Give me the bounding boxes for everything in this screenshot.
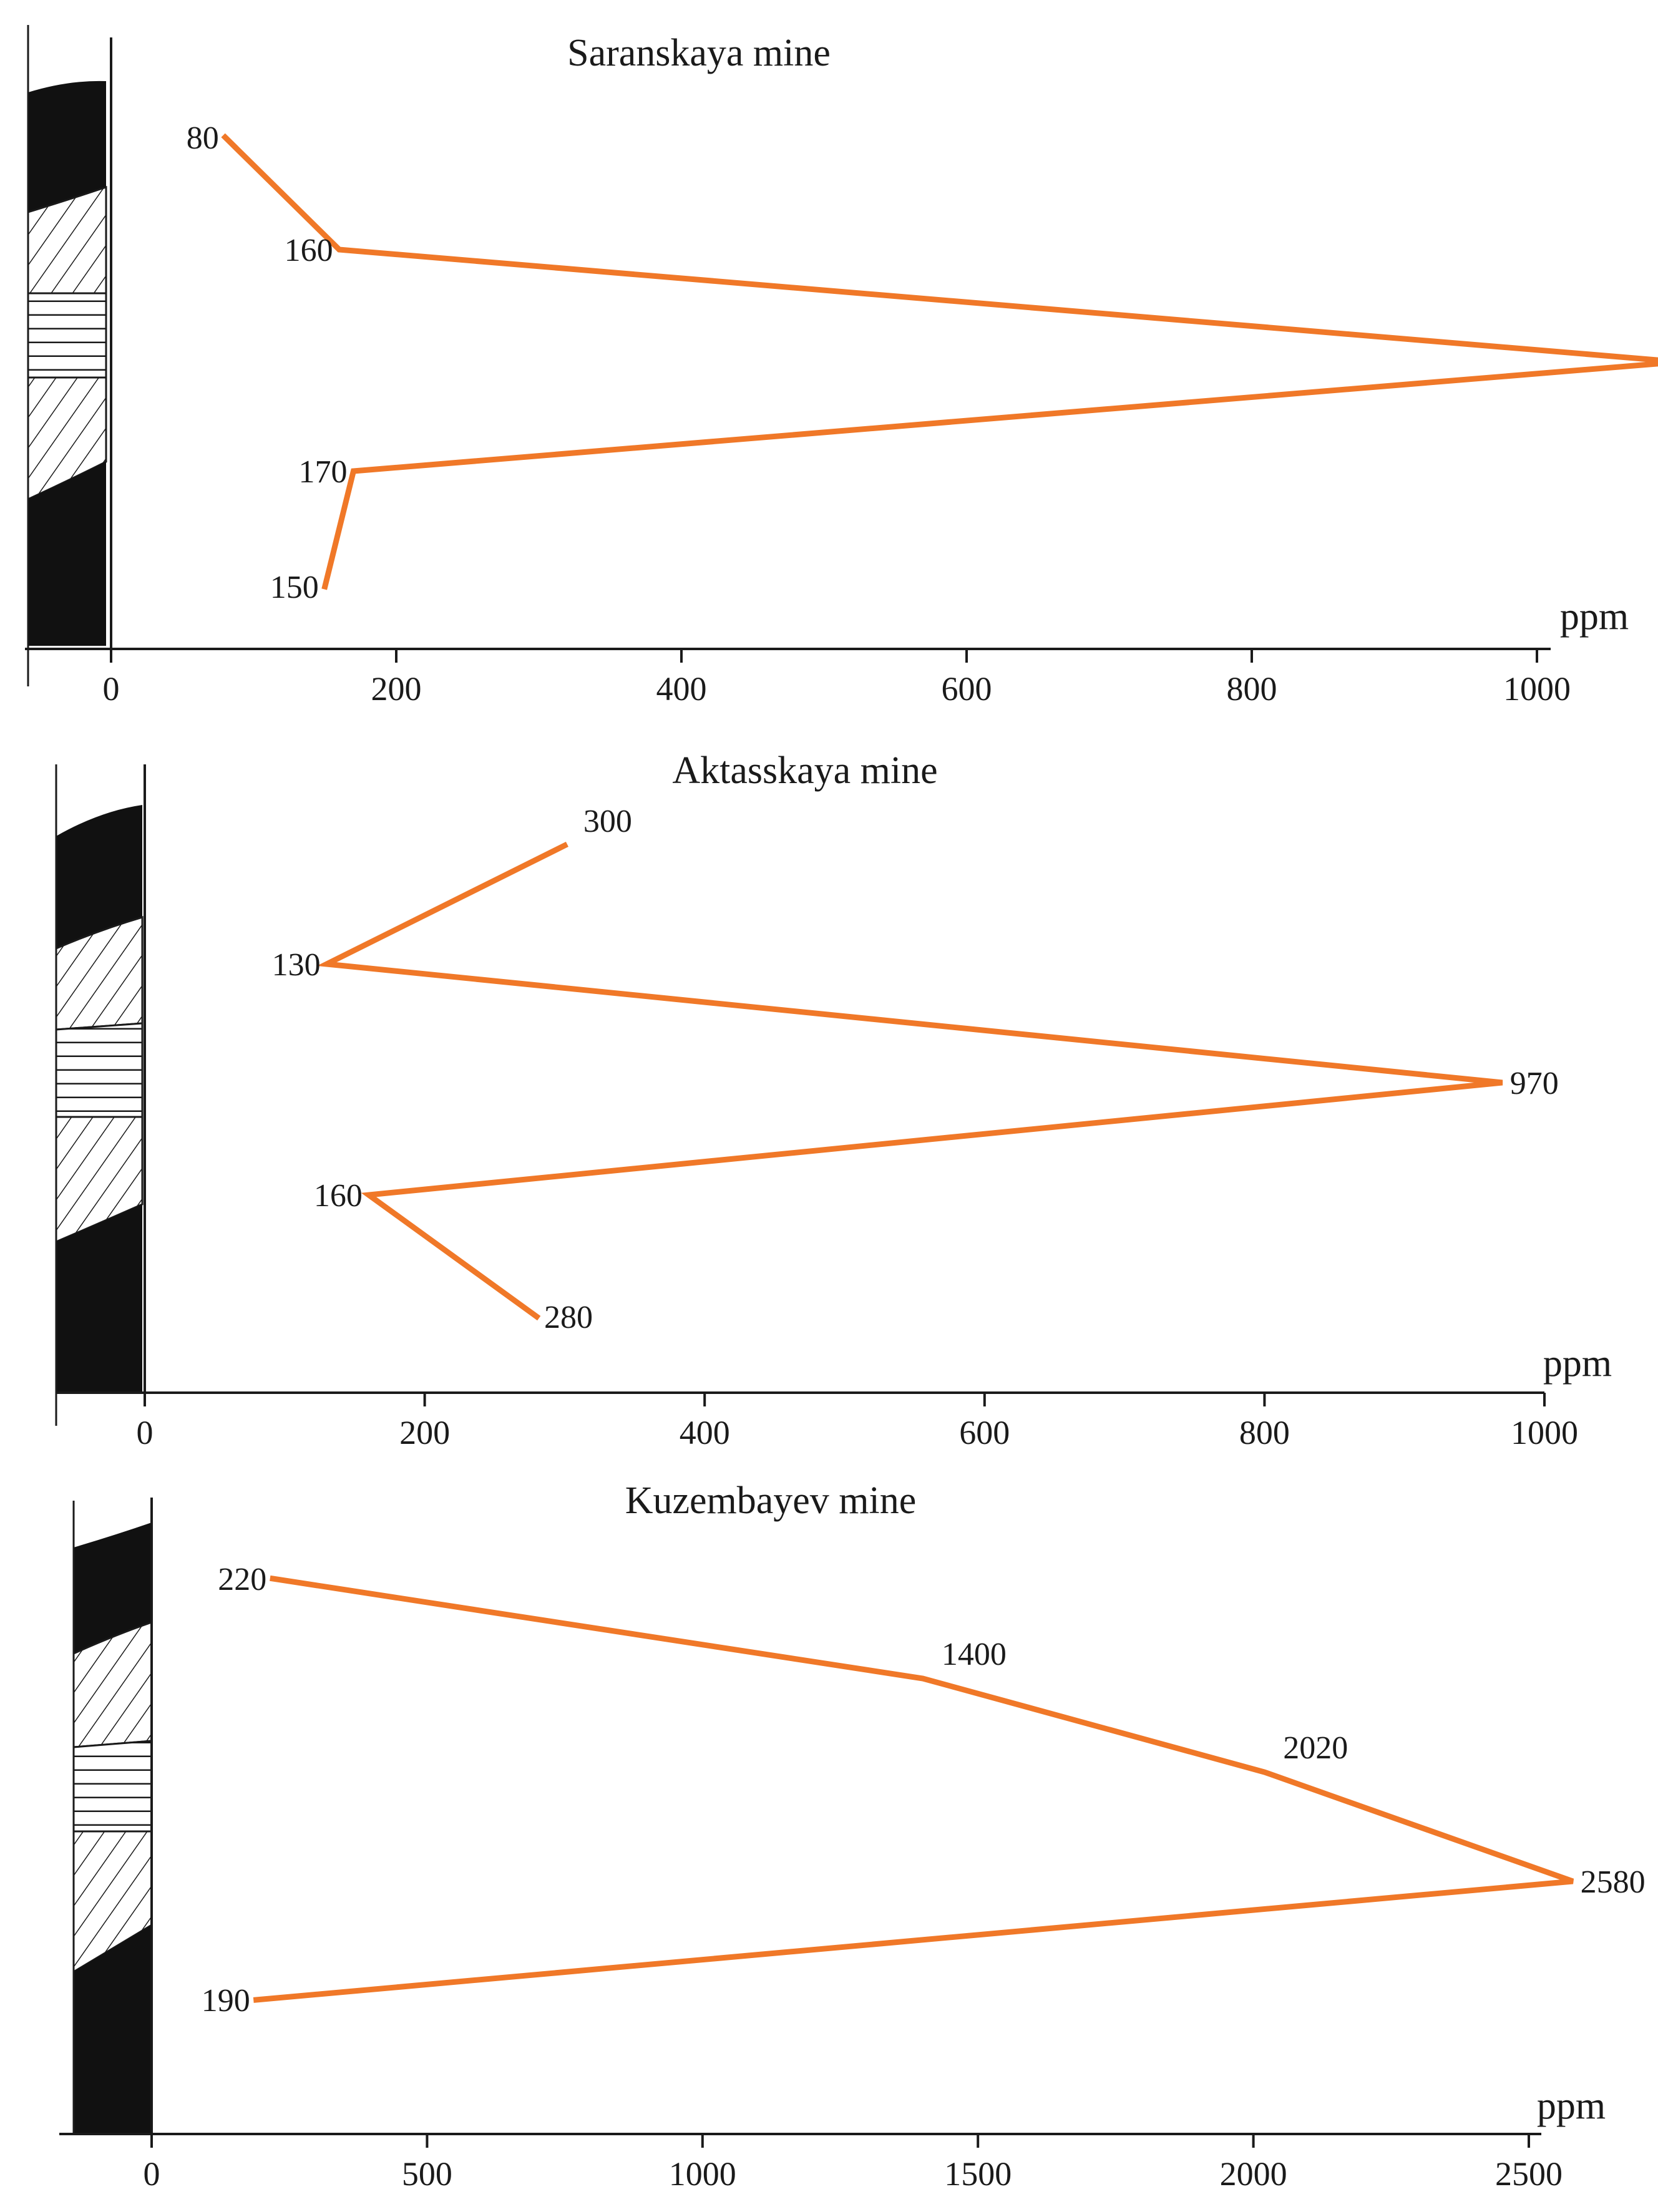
x-tick-label: 200 [371,670,422,708]
x-tick-label: 600 [942,670,992,708]
data-label: 160 [285,233,333,268]
x-tick-label: 1500 [944,2155,1012,2193]
point-labels: 300 130 970 160 280 [272,804,1559,1335]
panel-saranskaya: Saranskaya mine ppm 0 200 400 600 800 1000 80… [25,25,1658,708]
x-tick-label: 0 [144,2155,160,2193]
strat-column [72,1501,153,2134]
x-tick-label: 2000 [1220,2155,1287,2193]
coal-layer-bottom [56,1204,142,1393]
x-tick-label: 1000 [669,2155,736,2193]
x-tick-label: 400 [680,1414,730,1451]
data-label: 160 [314,1178,363,1214]
x-tick-label: 200 [399,1414,450,1451]
point-labels: 220 1400 2020 2580 190 [202,1562,1646,2019]
profile-line [221,133,1658,590]
data-label: 2580 [1581,1864,1646,1900]
data-label: 150 [270,570,319,605]
layered-layer [27,292,107,379]
data-label: 2020 [1283,1730,1348,1766]
strat-column [27,25,107,686]
x-ticks: 0 500 1000 1500 2000 2500 [144,2134,1563,2193]
x-ticks: 0 200 400 600 800 1000 [137,1393,1578,1451]
x-axis-label: ppm [1537,2085,1606,2127]
coal-layer-bottom [74,1925,152,2134]
coal-layer-top [74,1523,152,1654]
x-tick-label: 400 [656,670,707,708]
hatched-layer-upper [27,185,107,295]
x-tick-label: 2500 [1495,2155,1563,2193]
x-ticks: 0 200 400 600 800 1000 [103,649,1571,708]
x-tick-label: 800 [1239,1414,1290,1451]
layered-layer [72,1740,153,1833]
chart-title: Saranskaya mine [567,32,831,74]
chart-title: Aktasskaya mine [672,749,937,792]
strat-column [55,764,144,1426]
profile-line [253,1575,1574,2003]
profile-line [316,841,1503,1321]
hatched-layer-upper [55,915,144,1031]
chart-title: Kuzembayev mine [625,1479,917,1522]
panel-kuzembayev: Kuzembayev mine ppm 0 500 1000 1500 2000 2500… [59,1479,1646,2193]
point-labels: 801601100170150 [187,120,348,605]
x-axis-label: ppm [1560,595,1629,638]
data-label: 170 [298,454,347,490]
data-label: 280 [544,1300,593,1335]
x-tick-label: 1000 [1511,1414,1578,1451]
data-label: 300 [583,804,632,839]
coal-layer-top [56,805,142,948]
x-tick-label: 0 [103,670,120,708]
layered-layer [55,1022,144,1118]
x-tick-label: 500 [402,2155,452,2193]
coal-layer-top [28,80,106,212]
x-tick-label: 800 [1227,670,1277,708]
x-tick-label: 0 [137,1414,154,1451]
coal-layer-bottom [28,462,106,646]
x-axis-label: ppm [1543,1342,1612,1385]
data-label: 1400 [942,1637,1007,1672]
data-label: 190 [202,1983,250,2019]
data-label: 970 [1510,1066,1559,1101]
x-tick-label: 1000 [1503,670,1571,708]
panel-aktasskaya: Aktasskaya mine ppm 0 200 400 600 800 1000 30… [55,749,1612,1451]
data-label: 130 [272,947,321,983]
data-label: 80 [187,120,219,156]
x-tick-label: 600 [959,1414,1010,1451]
data-label: 220 [218,1562,266,1597]
